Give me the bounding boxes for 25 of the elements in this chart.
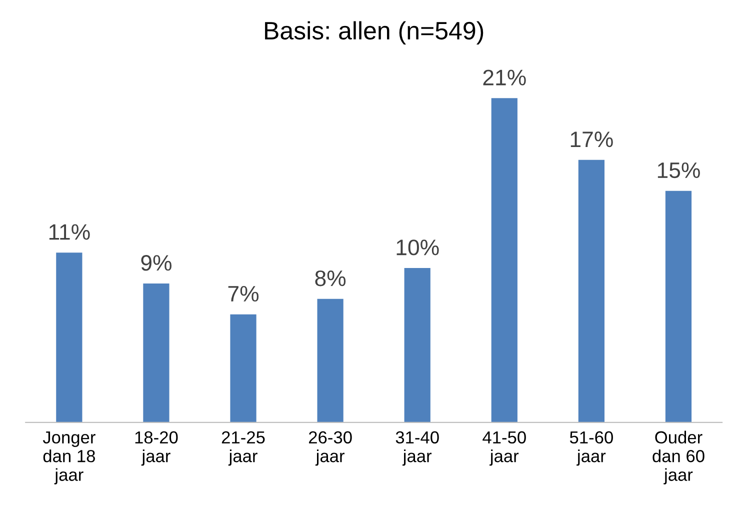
x-tick-label: Ouder dan 60 jaar — [652, 430, 704, 484]
data-label: 8% — [315, 270, 346, 286]
bar — [56, 252, 82, 422]
bar — [317, 298, 344, 422]
data-label: 7% — [228, 286, 259, 302]
x-tick-label: 18-20 jaar — [135, 431, 178, 466]
bar — [404, 268, 430, 422]
data-label: 11% — [49, 224, 90, 240]
bar — [578, 160, 604, 422]
chart-title: Basis: allen (n=549) — [265, 21, 484, 44]
x-tick-label: 51-60 jaar — [570, 431, 613, 466]
data-label: 10% — [396, 240, 439, 256]
data-label: 17% — [570, 132, 613, 148]
bar — [491, 98, 518, 422]
bar — [143, 283, 170, 422]
bar — [230, 314, 256, 422]
data-label: 21% — [483, 70, 526, 86]
x-tick-label: 31-40 jaar — [396, 431, 439, 466]
data-label: 9% — [141, 255, 172, 271]
x-tick-label: 41-50 jaar — [482, 431, 526, 466]
x-tick-label: Jonger dan 18 jaar — [42, 431, 96, 484]
data-label: 15% — [658, 162, 700, 178]
bar — [665, 190, 692, 422]
x-tick-label: 21-25 jaar — [222, 431, 265, 466]
x-tick-label: 26-30 jaar — [308, 431, 352, 466]
